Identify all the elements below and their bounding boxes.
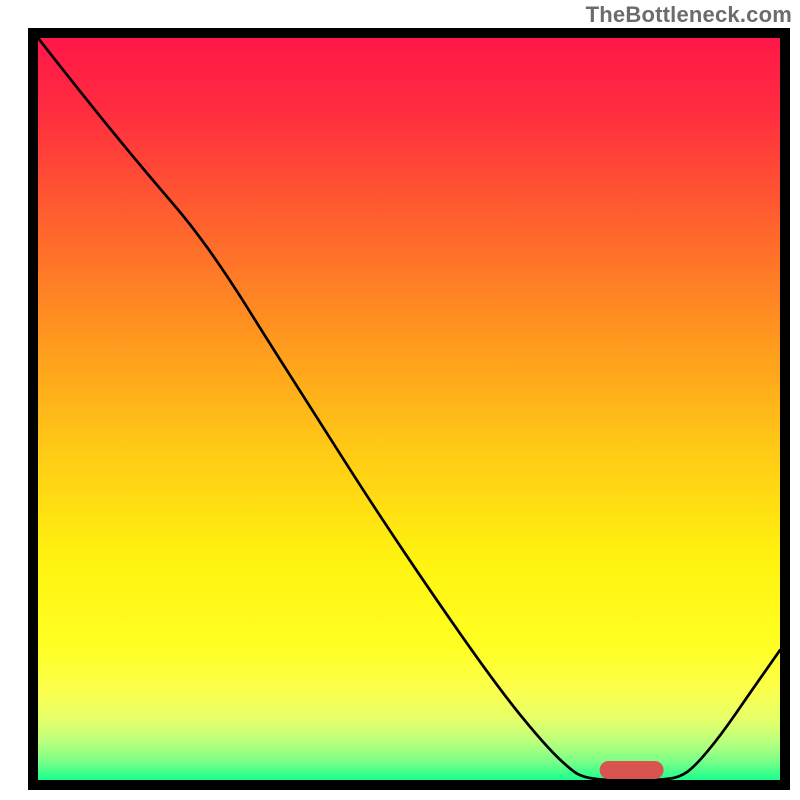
frame-right — [780, 28, 790, 790]
chart-container: { "watermark": { "text": "TheBottleneck.… — [0, 0, 800, 800]
frame-left — [28, 28, 38, 790]
frame-bottom — [28, 780, 790, 790]
gradient-background — [38, 38, 780, 780]
optimum-marker — [600, 761, 664, 779]
bottleneck-gradient-chart — [38, 38, 780, 780]
frame-top — [28, 28, 790, 38]
watermark-text: TheBottleneck.com — [586, 2, 792, 28]
